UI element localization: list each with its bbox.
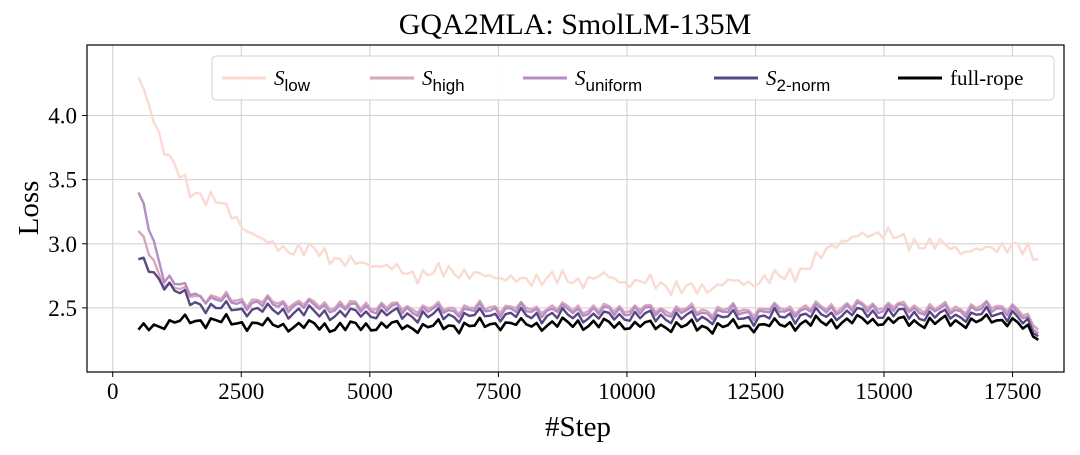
chart-title: GQA2MLA: SmolLM-135M xyxy=(399,8,752,41)
x-tick-label: 0 xyxy=(107,379,119,404)
series-lines xyxy=(137,76,1040,341)
y-tick-label: 2.5 xyxy=(48,296,77,321)
x-tick-label: 2500 xyxy=(218,379,264,404)
legend-label: Suniform xyxy=(575,66,642,95)
series-line-full-rope xyxy=(137,312,1040,341)
series-line-low xyxy=(137,76,1039,296)
series-line-high xyxy=(137,230,1040,331)
y-tick-label: 3.5 xyxy=(48,168,77,193)
x-tick-label: 15000 xyxy=(855,379,913,404)
x-tick-label: 10000 xyxy=(598,379,656,404)
x-tick-label: 7500 xyxy=(475,379,521,404)
series-line-2-norm xyxy=(138,256,1039,338)
plot-frame xyxy=(86,44,1065,373)
watermark: 掘金技术社区 @ 机器之心 xyxy=(818,413,1062,437)
legend-label: Shigh xyxy=(422,66,465,95)
y-axis-ticks: 2.5 3.0 3.5 4.0 xyxy=(48,104,87,321)
x-tick-label: 5000 xyxy=(347,379,393,404)
y-axis-label: Loss xyxy=(13,181,45,236)
legend-label: S2-norm xyxy=(766,66,830,95)
legend-label: full-rope xyxy=(950,66,1023,90)
legend-label: Slow xyxy=(274,66,311,95)
y-tick-label: 4.0 xyxy=(48,104,77,129)
series-line-uniform xyxy=(137,191,1040,335)
legend-box xyxy=(211,55,1055,101)
legend: Slow Shigh Suniform S2-norm full-rope xyxy=(211,55,1055,101)
x-tick-label: 17500 xyxy=(984,379,1042,404)
y-tick-label: 3.0 xyxy=(48,232,77,257)
x-tick-label: 12500 xyxy=(727,379,785,404)
x-axis-label: #Step xyxy=(545,411,611,443)
x-axis-ticks: 0 2500 5000 7500 10000 12500 15000 17500 xyxy=(107,372,1041,404)
